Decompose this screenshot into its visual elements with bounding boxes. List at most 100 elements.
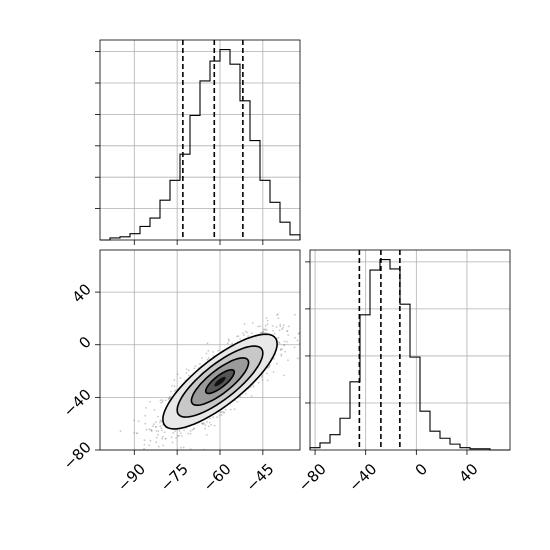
scatter-point bbox=[191, 428, 194, 431]
scatter-point bbox=[201, 422, 204, 425]
scatter-point bbox=[276, 314, 279, 316]
scatter-point bbox=[265, 329, 268, 332]
scatter-point bbox=[284, 350, 287, 353]
scatter-point bbox=[175, 389, 177, 391]
scatter-point bbox=[293, 346, 296, 349]
scatter-point bbox=[251, 322, 254, 324]
x-tick-label: −45 bbox=[242, 460, 277, 495]
scatter-point bbox=[160, 429, 163, 432]
scatter-point bbox=[153, 408, 156, 411]
scatter-point bbox=[281, 328, 283, 331]
scatter-point bbox=[193, 427, 196, 430]
scatter-point bbox=[268, 366, 271, 368]
y-tick-label: 0 bbox=[75, 333, 94, 352]
scatter-point bbox=[279, 323, 282, 326]
scatter-point bbox=[201, 357, 203, 359]
scatter-point bbox=[162, 444, 165, 447]
scatter-point bbox=[159, 399, 162, 402]
scatter-point bbox=[204, 424, 207, 426]
scatter-point bbox=[133, 419, 135, 422]
scatter-point bbox=[193, 427, 196, 430]
marginal-histogram-y: −80 −40 0 40 bbox=[295, 249, 511, 495]
scatter-point bbox=[169, 397, 171, 400]
scatter-point bbox=[180, 446, 182, 449]
scatter-point bbox=[162, 435, 164, 438]
scatter-point bbox=[278, 329, 281, 332]
scatter-point bbox=[181, 435, 183, 437]
scatter-point bbox=[169, 395, 172, 398]
scatter-point bbox=[144, 414, 147, 417]
scatter-point bbox=[261, 332, 263, 334]
scatter-point bbox=[286, 330, 289, 333]
scatter-point bbox=[271, 325, 274, 327]
scatter-point bbox=[210, 423, 213, 426]
scatter-point bbox=[163, 431, 166, 434]
y-tick-label: −80 bbox=[60, 438, 95, 473]
scatter-point bbox=[173, 379, 176, 381]
scatter-point bbox=[217, 349, 220, 352]
scatter-point bbox=[143, 439, 146, 441]
scatter-point bbox=[286, 341, 288, 343]
scatter-point bbox=[244, 330, 247, 333]
scatter-point bbox=[262, 331, 264, 333]
x-tick-label: −80 bbox=[295, 460, 330, 495]
scatter-point bbox=[221, 411, 224, 413]
scatter-point bbox=[272, 371, 275, 373]
scatter-point bbox=[152, 425, 154, 428]
scatter-point bbox=[264, 324, 267, 327]
scatter-point bbox=[296, 357, 299, 360]
scatter-point bbox=[283, 343, 286, 346]
scatter-point bbox=[176, 373, 179, 376]
scatter-point bbox=[268, 364, 271, 367]
scatter-point bbox=[287, 359, 289, 362]
scatter-point bbox=[208, 421, 211, 424]
scatter-point bbox=[212, 355, 215, 357]
scatter-point bbox=[280, 354, 283, 357]
scatter-point bbox=[179, 377, 182, 379]
scatter-point bbox=[250, 395, 253, 397]
scatter-point bbox=[199, 362, 201, 365]
scatter-point bbox=[177, 434, 179, 437]
scatter-point bbox=[279, 348, 282, 351]
scatter-point bbox=[264, 331, 266, 334]
joint-density-plot: −80 −40 0 40 −90 −75 −60 −45 bbox=[60, 249, 303, 495]
scatter-point bbox=[206, 421, 208, 423]
scatter-point bbox=[160, 427, 163, 429]
scatter-point bbox=[161, 399, 164, 401]
scatter-point bbox=[266, 323, 269, 326]
scatter-point bbox=[206, 358, 209, 361]
scatter-point bbox=[272, 329, 274, 332]
scatter-point bbox=[150, 429, 152, 431]
scatter-point bbox=[157, 430, 160, 432]
scatter-point bbox=[281, 348, 283, 350]
scatter-point bbox=[159, 425, 162, 428]
scatter-point bbox=[283, 340, 286, 343]
scatter-point bbox=[257, 325, 259, 328]
scatter-point bbox=[252, 385, 255, 388]
scatter-point bbox=[277, 336, 280, 339]
scatter-point bbox=[152, 423, 155, 426]
scatter-point bbox=[282, 324, 285, 327]
x-tick-label: −40 bbox=[345, 460, 380, 495]
scatter-point bbox=[286, 329, 288, 332]
scatter-point bbox=[143, 447, 146, 450]
x-tick-label: −75 bbox=[157, 460, 192, 495]
scatter-point bbox=[148, 428, 151, 431]
scatter-point bbox=[280, 353, 283, 356]
scatter-point bbox=[267, 366, 270, 369]
scatter-point bbox=[233, 408, 236, 411]
scatter-point bbox=[273, 358, 275, 360]
scatter-point bbox=[207, 357, 210, 359]
scatter-point bbox=[228, 339, 230, 342]
scatter-point bbox=[202, 423, 205, 426]
scatter-point bbox=[154, 421, 157, 424]
scatter-point bbox=[204, 427, 206, 430]
y-tick-label: −40 bbox=[60, 385, 95, 420]
scatter-point bbox=[294, 313, 296, 316]
scatter-point bbox=[182, 446, 185, 449]
scatter-point bbox=[260, 331, 263, 334]
scatter-point bbox=[150, 429, 153, 432]
scatter-point bbox=[143, 443, 146, 446]
scatter-point bbox=[172, 431, 175, 434]
scatter-point bbox=[301, 330, 303, 332]
